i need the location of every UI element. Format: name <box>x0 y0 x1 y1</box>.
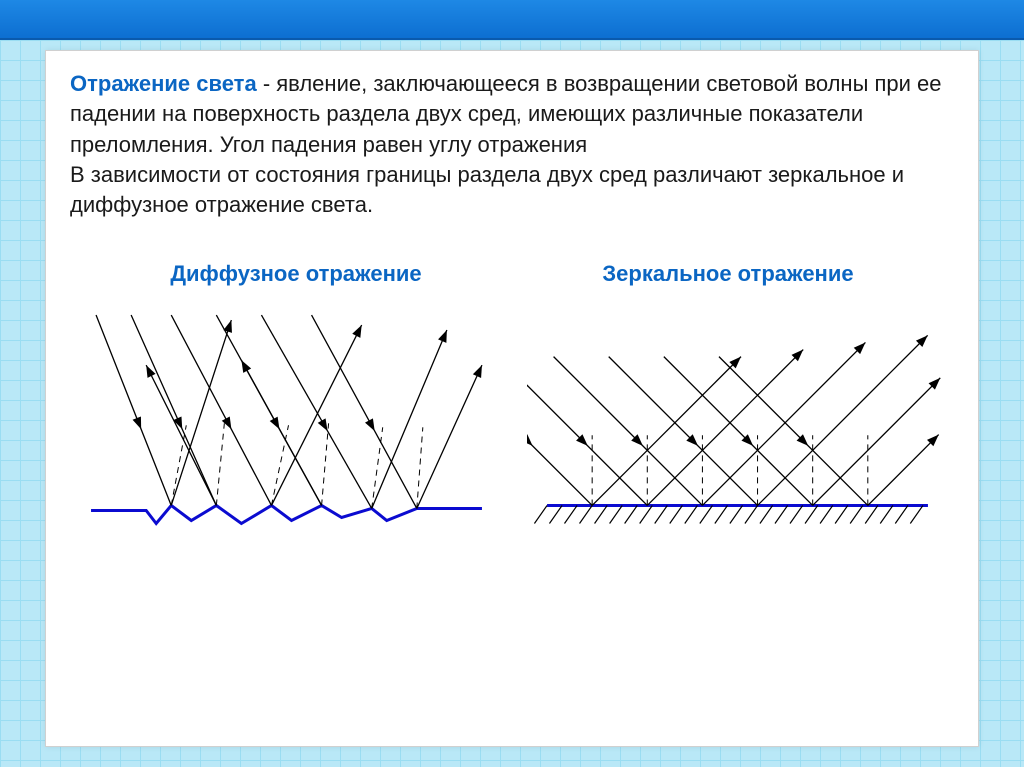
definition-text-2: В зависимости от состояния границы разде… <box>70 162 904 217</box>
slide: Отражение света - явление, заключающееся… <box>0 0 1024 767</box>
diagrams-row <box>70 305 954 566</box>
label-specular: Зеркальное отражение <box>512 261 944 287</box>
diagram-specular <box>527 305 948 566</box>
svg-specular <box>527 305 948 566</box>
term: Отражение света <box>70 71 257 96</box>
diagram-labels: Диффузное отражение Зеркальное отражение <box>70 261 954 287</box>
topbar <box>0 0 1024 40</box>
label-diffuse: Диффузное отражение <box>80 261 512 287</box>
svg-diffuse <box>76 305 497 566</box>
definition-block: Отражение света - явление, заключающееся… <box>70 69 954 221</box>
content-card: Отражение света - явление, заключающееся… <box>45 50 979 747</box>
diagram-diffuse <box>76 305 497 566</box>
